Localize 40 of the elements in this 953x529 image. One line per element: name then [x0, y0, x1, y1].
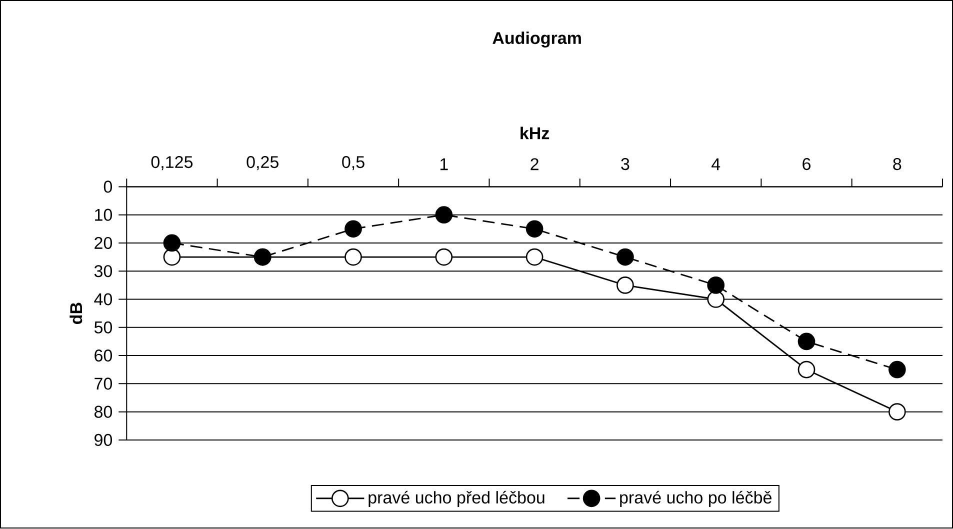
x-tick-label: 3 [621, 158, 630, 170]
x-tick-label: 0,5 [342, 156, 364, 170]
legend-label: pravé ucho po léčbě [620, 491, 772, 508]
x-tick-label: 0,125 [151, 156, 193, 170]
x-tick-label: 2 [530, 158, 538, 170]
point [526, 220, 544, 238]
point [888, 403, 906, 421]
point [707, 276, 725, 294]
y-axis-title: dB [70, 302, 82, 324]
y-tick-label: 30 [94, 265, 112, 278]
y-tick-label: 0 [104, 180, 112, 193]
point [616, 248, 634, 266]
point [163, 234, 181, 252]
point [616, 276, 634, 294]
x-tick-label: 1 [440, 158, 448, 170]
x-tick-label: 4 [712, 158, 720, 170]
y-tick-label: 10 [95, 209, 112, 222]
point [526, 248, 544, 266]
x-tick-label: 8 [893, 158, 902, 170]
x-tick-label: 6 [802, 158, 810, 170]
y-tick-label: 80 [94, 406, 112, 418]
point [344, 248, 362, 266]
chart-title: Audiogram [492, 32, 581, 48]
point [435, 206, 453, 224]
y-tick-label: 90 [94, 434, 112, 446]
point [798, 361, 816, 379]
point [888, 361, 906, 379]
x-tick-label: 0,25 [246, 156, 278, 170]
y-tick-label: 60 [94, 350, 112, 362]
legend-label: pravé ucho před léčbou [368, 491, 544, 508]
point [344, 220, 362, 238]
point [707, 290, 725, 308]
y-tick-label: 70 [94, 378, 112, 390]
x-axis-title: kHz [520, 126, 550, 140]
y-tick-label: 50 [94, 322, 112, 334]
point [163, 248, 181, 266]
point [435, 248, 453, 266]
y-tick-label: 20 [94, 237, 112, 250]
point [798, 333, 816, 350]
y-tick-label: 40 [94, 293, 112, 306]
